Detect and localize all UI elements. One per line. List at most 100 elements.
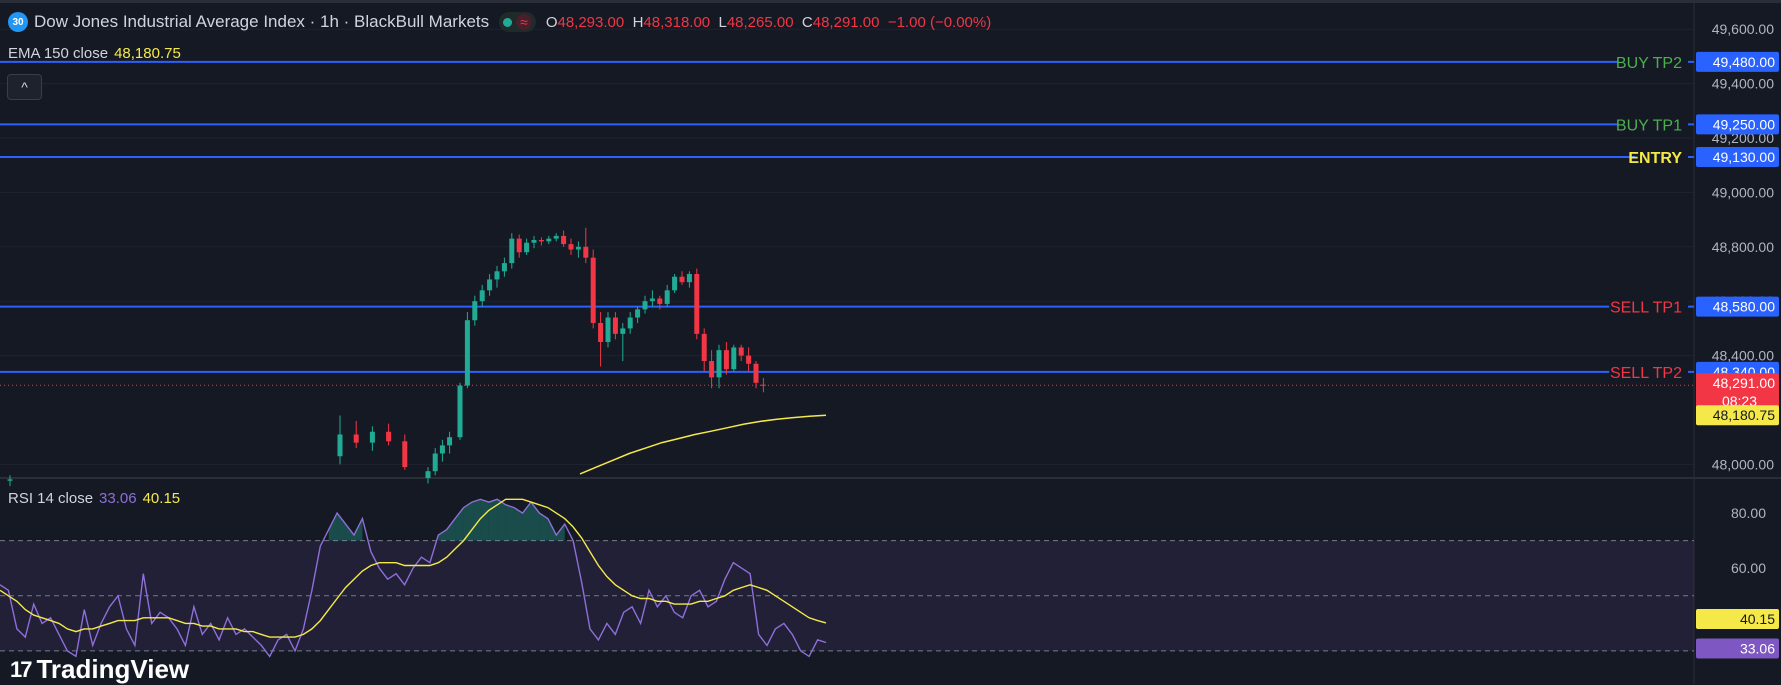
rsi-price-tag-bg — [1696, 638, 1779, 659]
rsi-ma-price-tag: 40.15 — [1740, 611, 1775, 627]
candle-up — [620, 328, 626, 334]
ema-price-tag: 48,180.75 — [1713, 407, 1775, 423]
candle-down — [694, 274, 700, 334]
last-price-tag-bg — [1696, 373, 1779, 414]
open-value: 48,293.00 — [557, 13, 625, 31]
rsi-overbought-fill — [328, 513, 338, 541]
level-price-tag: 48,580.00 — [1713, 299, 1775, 315]
candle-down — [598, 322, 604, 342]
low-value: 48,265.00 — [726, 13, 794, 31]
ema-legend-label: EMA 150 close — [8, 45, 109, 62]
price-axis[interactable]: 49,600.0049,400.0049,200.0049,000.0048,8… — [1696, 21, 1779, 659]
price-tick-label: 48,800.00 — [1712, 239, 1774, 255]
high-value: 48,318.00 — [643, 13, 711, 31]
candle-up — [7, 479, 13, 481]
level-label: SELL TP1 — [1610, 300, 1682, 317]
candle-up — [605, 317, 611, 342]
price-tick-label: 49,000.00 — [1712, 184, 1774, 200]
candle-up — [531, 240, 537, 243]
market-status[interactable]: ≈ — [499, 12, 536, 32]
tradingview-mark-icon: 17 — [10, 656, 33, 682]
rsi-overbought-fill — [531, 502, 540, 541]
rsi-overbought-fill — [539, 513, 548, 541]
candle-up — [524, 242, 530, 253]
rsi-overbought-fill — [556, 524, 565, 541]
rsi-pane[interactable] — [0, 498, 1694, 658]
level-price-tag: 49,480.00 — [1713, 54, 1775, 70]
candle-up — [472, 301, 478, 321]
rsi-overbought-fill — [522, 502, 531, 541]
candle-up — [447, 437, 453, 446]
candle-down — [353, 434, 359, 443]
level-price-tag-bg — [1696, 114, 1779, 135]
tradingview-logo-text: TradingView — [36, 654, 190, 684]
symbol-title[interactable]: Dow Jones Industrial Average Index · 1h … — [34, 12, 490, 31]
candle-down — [679, 276, 685, 283]
candle-up — [731, 347, 737, 370]
candle-down — [723, 350, 729, 370]
chart-header: 30 Dow Jones Industrial Average Index · … — [8, 12, 991, 32]
top-border — [0, 0, 1781, 3]
price-tick-label: 49,400.00 — [1712, 76, 1774, 92]
candle-down — [612, 317, 618, 334]
rsi-overbought-fill — [337, 513, 346, 541]
rsi-overbought-fill — [480, 499, 489, 541]
candle-up — [716, 350, 722, 378]
candle-up — [649, 298, 655, 302]
candle-down — [402, 441, 408, 468]
level-label-bg — [1617, 50, 1688, 73]
price-tick-label: 48,000.00 — [1712, 456, 1774, 472]
candle-up — [553, 235, 559, 239]
ema-line — [579, 414, 827, 475]
candle-down — [738, 347, 744, 356]
candle-down — [538, 240, 544, 242]
candle-up — [672, 276, 678, 291]
level-label-bg — [1609, 295, 1688, 318]
candle-up — [664, 290, 670, 304]
rsi-legend-label: RSI 14 close — [8, 490, 94, 507]
rsi-price-tag: 33.06 — [1740, 640, 1775, 656]
candle-down — [701, 333, 707, 362]
price-tick-label: 48,400.00 — [1712, 348, 1774, 364]
change-value: −1.00 (−0.00%) — [887, 13, 992, 31]
rsi-tick-label: 80.00 — [1731, 505, 1766, 521]
candle-down — [386, 431, 392, 442]
rsi-tick-label: 60.00 — [1731, 560, 1766, 576]
candle-down — [561, 235, 567, 245]
candle-up — [575, 246, 581, 250]
rsi-overbought-fill — [438, 529, 447, 541]
level-label-bg — [1609, 360, 1688, 383]
rsi-overbought-fill — [497, 499, 506, 541]
candle-down — [709, 361, 715, 378]
collapse-legend-button[interactable]: ^ — [7, 74, 42, 100]
ema-polyline — [579, 414, 827, 475]
candle-down — [746, 355, 752, 364]
candle-up — [494, 271, 500, 280]
level-label: BUY TP2 — [1616, 55, 1682, 72]
wave-icon: ≈ — [516, 14, 532, 30]
trade-levels[interactable]: BUY TP2 BUY TP1 ENTRY SELL TP1 SELL TP2 — [0, 50, 1694, 386]
candle-down — [760, 384, 766, 386]
ema-legend[interactable]: EMA 150 close 48,180.75 — [8, 45, 181, 62]
rsi-overbought-fill — [505, 504, 515, 541]
rsi-legend-value: 33.06 — [99, 490, 137, 507]
level-price-tag: 49,250.00 — [1713, 116, 1775, 132]
candle-up — [457, 385, 463, 438]
tradingview-logo[interactable]: 17 TradingView — [10, 654, 189, 685]
rsi-overbought-fill — [514, 507, 523, 541]
rsi-legend[interactable]: RSI 14 close 33.06 40.15 — [8, 490, 180, 507]
rsi-overbought-fill — [472, 499, 481, 541]
close-value: 48,291.00 — [812, 13, 880, 31]
status-dot-icon — [503, 17, 513, 27]
candle-up — [546, 238, 552, 242]
candle-up — [464, 320, 470, 386]
level-label: BUY TP1 — [1616, 117, 1682, 134]
level-price-tag: 49,130.00 — [1713, 149, 1775, 165]
candle-up — [686, 274, 692, 283]
symbol-badge[interactable]: 30 — [8, 12, 28, 32]
rsi-overbought-fill — [345, 524, 354, 541]
candle-up — [642, 301, 648, 310]
candle-up — [635, 309, 641, 318]
